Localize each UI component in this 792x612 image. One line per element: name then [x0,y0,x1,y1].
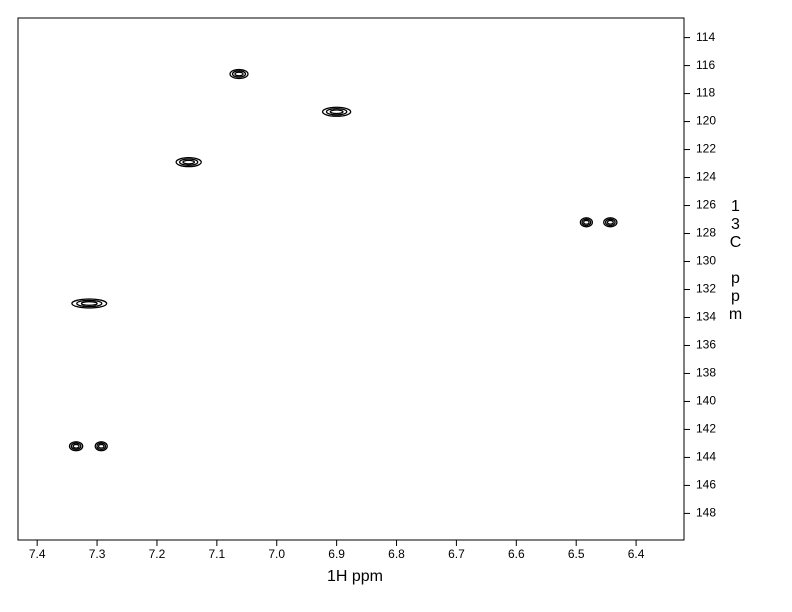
contour-line [325,107,348,116]
y-tick-label: 118 [696,86,715,100]
contour-line [606,219,614,225]
y-tick-label: 148 [696,506,716,520]
x-tick-label: 7.3 [89,547,106,561]
y-tick-label: 114 [696,30,715,44]
contour-line [581,218,592,227]
contour-line [229,68,249,80]
contour-line [583,219,590,225]
x-tick-label: 7.4 [29,547,46,561]
contour-line [178,158,199,166]
contour-line [80,301,98,306]
y-tick-label: 132 [696,282,716,296]
contour-line [234,71,244,77]
y-tick-label: 130 [696,254,716,268]
y-tick-label: 144 [696,450,716,464]
x-tick-label: 7.2 [149,547,166,561]
contour-line [97,443,105,449]
peak [603,217,618,228]
peak [94,441,108,452]
x-tick-label: 7.1 [208,547,225,561]
y-tick-label: 124 [696,170,716,184]
contour-line [603,217,618,228]
y-tick-label: 126 [696,198,716,212]
peak [175,156,202,168]
contour-line [96,442,107,451]
contour-line [76,299,103,308]
contour-line [71,298,108,309]
x-tick-label: 6.5 [568,547,585,561]
y-axis-label: 13C ppm [727,198,744,324]
peak [229,68,249,80]
contour-line [72,443,80,449]
peak [68,441,84,452]
y-tick-label: 136 [696,338,716,352]
peak [579,217,594,228]
x-tick-label: 7.0 [268,547,285,561]
contour-line [175,156,202,168]
x-tick-label: 6.8 [388,547,405,561]
plot-frame [17,17,685,541]
x-axis-label: 1H ppm [327,568,383,585]
contour-line [604,218,616,227]
y-tick-label: 128 [696,226,716,240]
contour-line [70,442,82,451]
contour-line [321,106,352,117]
contour-line [231,70,247,78]
contour-line [579,217,594,228]
y-tick-label: 140 [696,394,716,408]
peak [321,106,352,117]
contour-line [329,109,344,115]
y-tick-label: 142 [696,422,716,436]
y-tick-label: 120 [696,114,716,128]
x-tick-label: 6.9 [328,547,345,561]
y-tick-label: 138 [696,366,716,380]
y-tick-label: 134 [696,310,716,324]
contour-line [182,159,196,165]
x-tick-label: 6.7 [448,547,465,561]
peak [71,298,108,309]
contour-line [68,441,84,452]
x-tick-label: 6.6 [508,547,525,561]
y-tick-label: 146 [696,478,716,492]
contour-line [94,441,108,452]
y-tick-label: 116 [696,58,715,72]
y-tick-label: 122 [696,142,716,156]
x-tick-label: 6.4 [628,547,645,561]
